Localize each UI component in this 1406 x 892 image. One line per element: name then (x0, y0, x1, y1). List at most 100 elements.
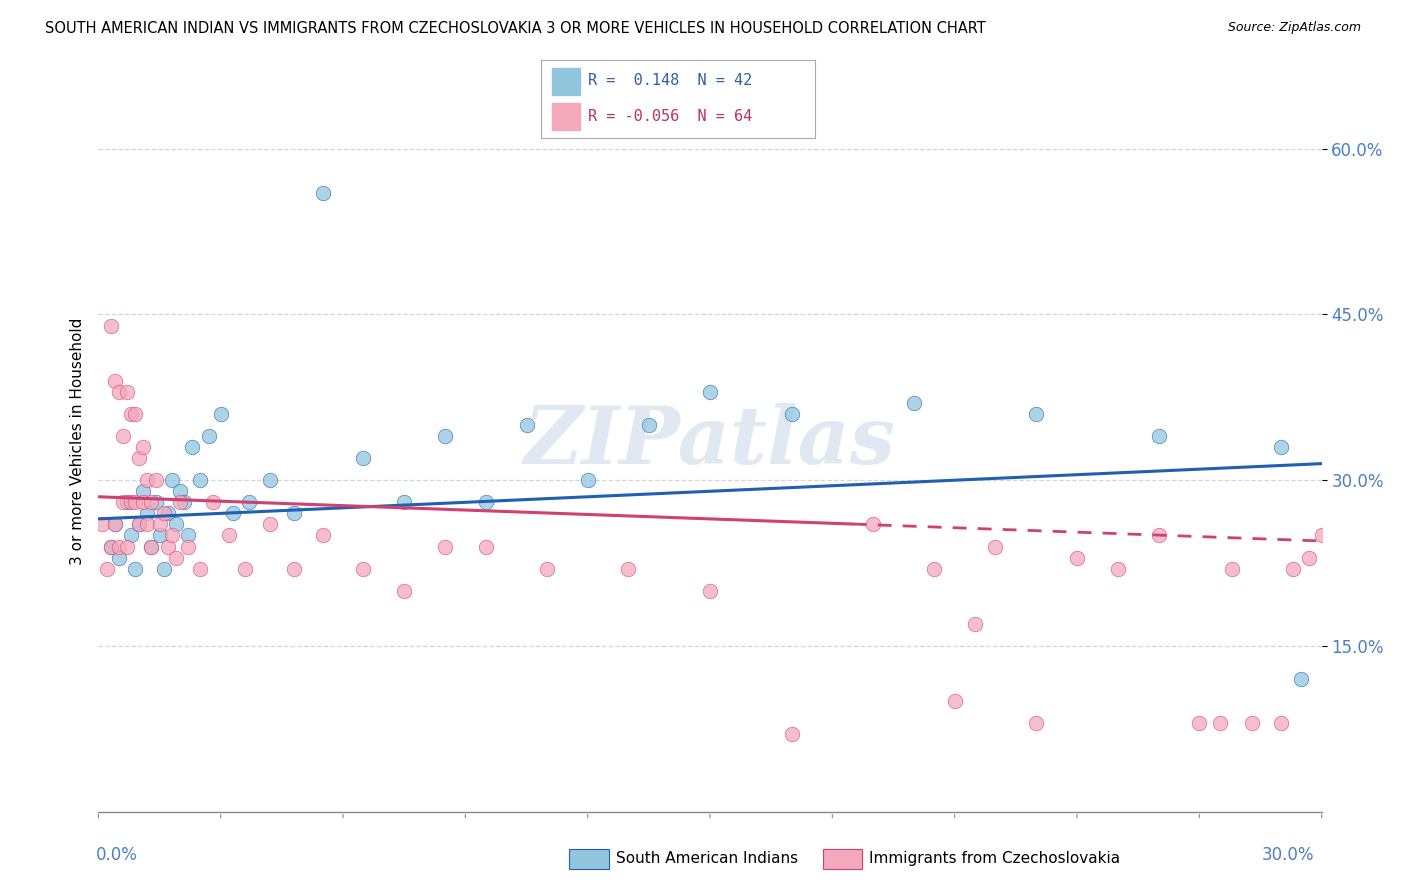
Point (111, 429, 134, 443)
Point (780, 727, 803, 741)
Bar (553, 103, 579, 130)
Text: 0.0%: 0.0% (96, 846, 138, 863)
Point (516, 417, 538, 432)
Point (862, 517, 884, 532)
Point (104, 374, 127, 388)
Point (218, 528, 240, 542)
Y-axis label: 3 or more Vehicles in Household: 3 or more Vehicles in Household (69, 318, 84, 566)
Point (188, 473, 212, 487)
Point (392, 583, 416, 598)
Point (120, 528, 142, 542)
Point (434, 429, 457, 443)
Point (177, 528, 200, 542)
Text: ZIPatlas: ZIPatlas (524, 403, 896, 480)
Point (259, 517, 281, 532)
Point (160, 473, 183, 487)
Text: Source: ZipAtlas.com: Source: ZipAtlas.com (1227, 21, 1361, 34)
Point (132, 495, 155, 509)
Point (136, 507, 159, 521)
Point (145, 473, 167, 487)
Point (283, 561, 305, 575)
Point (392, 495, 416, 509)
Point (132, 440, 155, 454)
Point (160, 528, 183, 542)
Point (474, 495, 498, 509)
Point (100, 318, 122, 333)
Point (141, 540, 163, 554)
Point (209, 407, 232, 421)
Point (124, 561, 146, 575)
Point (1147, 429, 1170, 443)
Point (1025, 716, 1047, 731)
Point (1147, 528, 1170, 542)
Point (115, 384, 138, 399)
Point (188, 561, 212, 575)
Point (617, 561, 640, 575)
Point (165, 517, 187, 532)
Point (637, 417, 661, 432)
Text: SOUTH AMERICAN INDIAN VS IMMIGRANTS FROM CZECHOSLOVAKIA 3 OR MORE VEHICLES IN HO: SOUTH AMERICAN INDIAN VS IMMIGRANTS FROM… (45, 21, 986, 36)
Point (1220, 561, 1243, 575)
Point (115, 540, 138, 554)
Point (233, 561, 256, 575)
Text: R = -0.056  N = 64: R = -0.056 N = 64 (588, 109, 752, 124)
Point (1241, 716, 1264, 731)
Point (169, 495, 191, 509)
Point (120, 495, 142, 509)
Point (1270, 440, 1292, 454)
Point (120, 407, 142, 421)
Point (1107, 561, 1129, 575)
Point (1270, 716, 1292, 731)
Point (1282, 561, 1305, 575)
Point (903, 396, 925, 410)
Point (132, 484, 155, 499)
Point (922, 561, 945, 575)
Point (780, 407, 803, 421)
Point (156, 540, 179, 554)
Point (149, 517, 172, 532)
Point (128, 517, 150, 532)
Point (128, 451, 150, 466)
Point (312, 528, 335, 542)
Point (576, 473, 599, 487)
Point (283, 507, 305, 521)
Point (141, 495, 163, 509)
Point (169, 484, 191, 499)
Point (984, 540, 1007, 554)
Point (943, 694, 966, 708)
Point (156, 507, 179, 521)
Point (128, 517, 150, 532)
Point (1310, 528, 1333, 542)
Point (352, 561, 374, 575)
Point (111, 495, 134, 509)
Point (177, 540, 200, 554)
Point (152, 507, 174, 521)
Point (124, 407, 146, 421)
Point (149, 528, 172, 542)
Point (100, 540, 122, 554)
Point (699, 384, 721, 399)
Point (352, 451, 374, 466)
Point (1291, 672, 1313, 686)
Point (699, 583, 721, 598)
Point (181, 440, 204, 454)
Bar (553, 68, 579, 95)
Point (108, 540, 131, 554)
Point (108, 550, 131, 565)
Point (152, 561, 174, 575)
Point (1025, 407, 1047, 421)
Point (165, 550, 187, 565)
Point (1298, 550, 1320, 565)
Point (108, 384, 131, 399)
Point (124, 495, 146, 509)
Text: R =  0.148  N = 42: R = 0.148 N = 42 (588, 73, 752, 88)
Point (115, 495, 138, 509)
Point (434, 540, 457, 554)
Point (201, 495, 224, 509)
Point (474, 540, 498, 554)
Text: South American Indians: South American Indians (616, 851, 799, 865)
Point (222, 507, 245, 521)
Text: 30.0%: 30.0% (1263, 846, 1315, 863)
Point (197, 429, 219, 443)
Point (1209, 716, 1232, 731)
